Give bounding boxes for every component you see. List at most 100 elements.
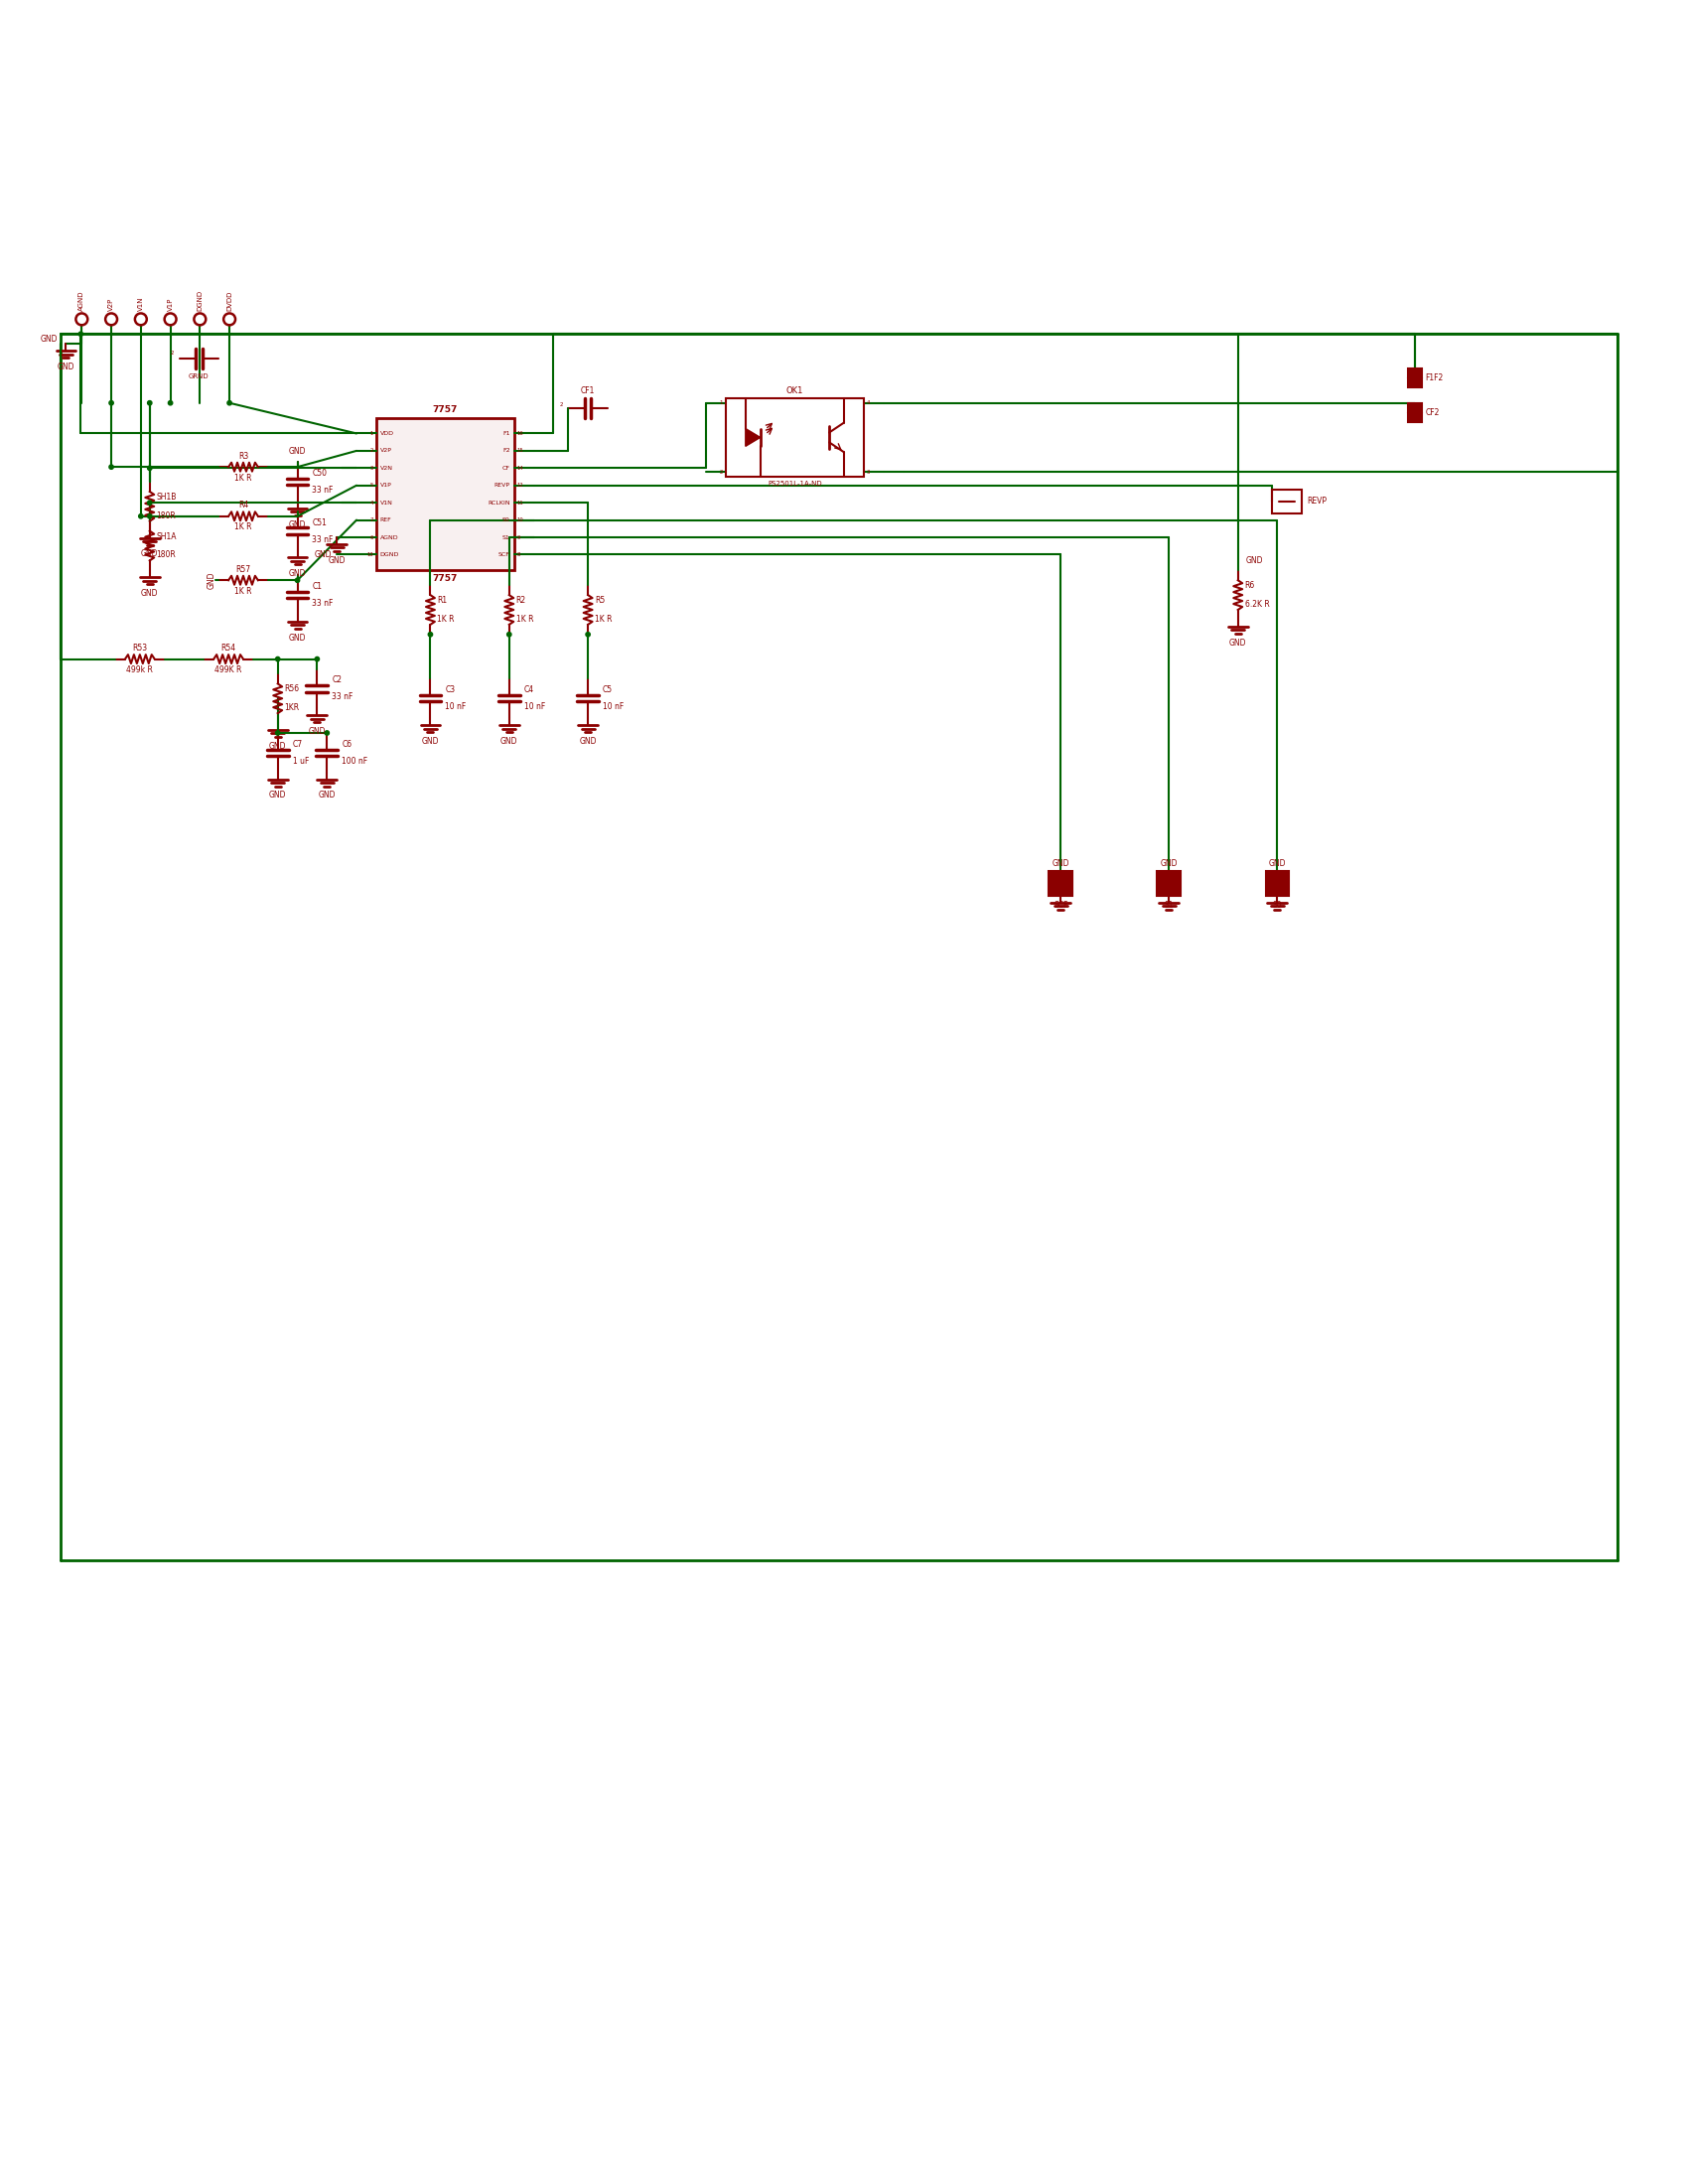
Text: 10: 10 — [517, 518, 523, 522]
Text: CF: CF — [503, 465, 510, 470]
Circle shape — [147, 402, 152, 404]
Text: 10 nF: 10 nF — [523, 703, 545, 712]
Text: GND: GND — [57, 363, 74, 371]
Text: SCF: SCF — [498, 553, 510, 557]
Text: GND: GND — [289, 570, 306, 579]
Text: 33 nF: 33 nF — [312, 535, 334, 544]
Text: SCF: SCF — [1053, 900, 1069, 909]
Text: GND: GND — [41, 334, 57, 343]
Text: 3: 3 — [866, 470, 869, 474]
Text: GND: GND — [1246, 557, 1263, 566]
Text: 1K R: 1K R — [235, 522, 252, 531]
Text: 10 nF: 10 nF — [446, 703, 466, 712]
Text: 6.2K R: 6.2K R — [1244, 601, 1269, 609]
Text: S1: S1 — [1165, 900, 1173, 909]
Text: 13: 13 — [366, 553, 373, 557]
Circle shape — [147, 500, 152, 505]
Circle shape — [169, 402, 172, 404]
Bar — [1408, 378, 1421, 389]
Text: 6: 6 — [370, 535, 373, 539]
Text: R1: R1 — [437, 596, 447, 605]
Polygon shape — [746, 428, 760, 446]
Circle shape — [110, 465, 113, 470]
Text: C1: C1 — [312, 583, 322, 592]
Text: F2: F2 — [503, 448, 510, 454]
Circle shape — [138, 513, 143, 518]
Text: S0: S0 — [1273, 900, 1283, 909]
Circle shape — [586, 633, 591, 636]
Text: CF1: CF1 — [581, 387, 596, 395]
Circle shape — [79, 332, 83, 336]
Text: 180R: 180R — [157, 550, 176, 559]
Text: AGND: AGND — [79, 290, 84, 312]
Text: V1N: V1N — [138, 297, 143, 312]
Text: C3: C3 — [446, 686, 456, 695]
Bar — [1408, 404, 1421, 413]
Text: 499k R: 499k R — [127, 666, 154, 675]
Text: 5: 5 — [370, 483, 373, 487]
Text: 499K R: 499K R — [214, 666, 241, 675]
Text: C6: C6 — [341, 740, 351, 749]
Text: REVP: REVP — [495, 483, 510, 487]
Text: 1: 1 — [370, 430, 373, 437]
Bar — [376, 417, 515, 570]
Text: 7: 7 — [370, 518, 373, 522]
Text: 9: 9 — [517, 535, 520, 539]
Circle shape — [228, 402, 231, 404]
Text: 12: 12 — [517, 483, 523, 487]
Text: F1F2: F1F2 — [1425, 373, 1443, 382]
Text: 8: 8 — [517, 553, 520, 557]
Text: GND: GND — [142, 590, 159, 598]
Text: CF2: CF2 — [1425, 408, 1440, 417]
Text: C5: C5 — [603, 686, 613, 695]
Text: 4: 4 — [866, 400, 869, 406]
Text: GRND: GRND — [189, 373, 209, 380]
Text: GND: GND — [1229, 638, 1247, 646]
Circle shape — [275, 657, 280, 662]
Text: 11: 11 — [517, 500, 523, 505]
Text: GND: GND — [1052, 858, 1070, 867]
Text: GND: GND — [268, 791, 287, 799]
Text: 4: 4 — [370, 500, 373, 505]
Text: GND: GND — [319, 791, 336, 799]
Bar — [1048, 871, 1072, 895]
Text: 1K R: 1K R — [517, 614, 533, 625]
Text: 2: 2 — [719, 470, 722, 474]
Text: GND: GND — [314, 550, 333, 559]
Text: 14: 14 — [517, 465, 523, 470]
Text: 33 nF: 33 nF — [312, 485, 334, 494]
Text: C2: C2 — [333, 675, 341, 684]
Text: PS2501L-1A-ND: PS2501L-1A-ND — [768, 480, 822, 487]
Text: GND: GND — [309, 727, 326, 736]
Text: 1K R: 1K R — [594, 614, 613, 625]
Circle shape — [147, 465, 152, 470]
Text: DGND: DGND — [197, 290, 203, 312]
Text: 7757: 7757 — [432, 404, 457, 413]
Text: GND: GND — [289, 448, 306, 456]
Text: C4: C4 — [523, 686, 533, 695]
Text: R56: R56 — [285, 684, 300, 695]
Bar — [726, 397, 864, 476]
Text: C50: C50 — [312, 470, 327, 478]
Text: GND: GND — [268, 743, 287, 751]
Text: R57: R57 — [236, 566, 252, 574]
Text: V2P: V2P — [380, 448, 392, 454]
Text: GND: GND — [208, 572, 216, 590]
Text: 100 nF: 100 nF — [341, 756, 368, 767]
Text: V1P: V1P — [380, 483, 392, 487]
Circle shape — [295, 579, 299, 583]
Text: 1K R: 1K R — [235, 587, 252, 596]
Text: 1K R: 1K R — [235, 474, 252, 483]
Text: V1N: V1N — [380, 500, 393, 505]
Text: 1 uF: 1 uF — [292, 756, 309, 767]
Text: GND: GND — [422, 736, 439, 745]
Text: 2: 2 — [560, 402, 564, 408]
Text: R54: R54 — [221, 644, 236, 653]
Text: 3: 3 — [370, 465, 373, 470]
Text: V1P: V1P — [167, 297, 174, 312]
Text: SH1A: SH1A — [157, 533, 177, 542]
Circle shape — [110, 402, 113, 404]
Text: 33 nF: 33 nF — [333, 692, 353, 701]
Circle shape — [316, 657, 319, 662]
Circle shape — [147, 513, 152, 518]
